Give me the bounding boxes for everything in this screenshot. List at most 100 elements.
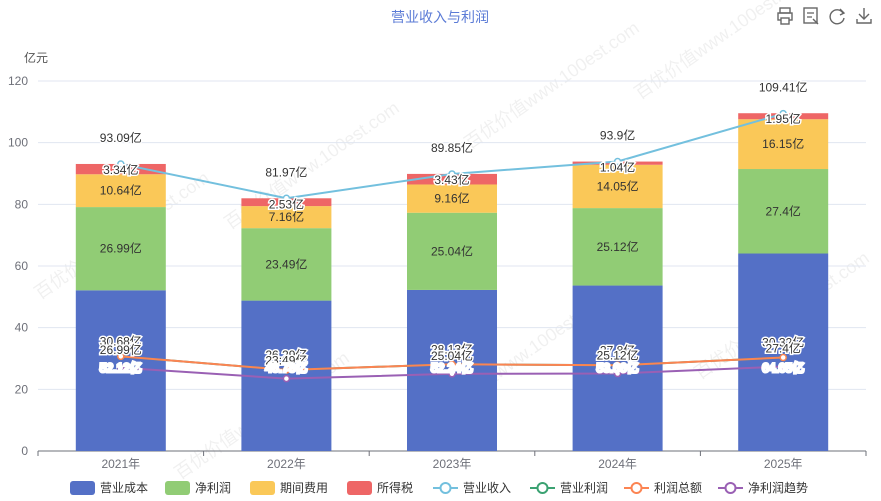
line-label: 23.49亿 <box>265 353 307 368</box>
legend-item[interactable]: 利润总额 <box>624 481 702 495</box>
legend-swatch <box>347 481 372 495</box>
bar-label: 3.43亿 <box>434 171 469 186</box>
y-axis-title: 亿元 <box>24 50 48 65</box>
line-label: 93.09亿 <box>100 130 142 145</box>
bar-label: 9.16亿 <box>434 191 469 206</box>
legend-item[interactable]: 营业成本 <box>70 481 148 495</box>
bar-series <box>75 113 829 451</box>
line-label: 28.13亿 <box>431 341 473 356</box>
x-tick-label: 2022年 <box>267 457 306 471</box>
line-label: 26.29亿 <box>265 347 307 362</box>
series-point <box>779 109 787 118</box>
bar-label: 7.16亿 <box>269 209 304 224</box>
line-label: 3.34亿 <box>103 162 138 177</box>
series-point <box>613 369 622 378</box>
legend: 营业成本 净利润 期间费用 所得税 营业收入 营业利润 利润总额 净利润趋势 <box>70 480 808 495</box>
print-icon[interactable] <box>777 7 793 25</box>
legend-swatch <box>70 481 95 495</box>
y-tick-label: 0 <box>21 444 28 458</box>
line-label: 3.43亿 <box>434 172 469 187</box>
bar-segment <box>738 253 829 451</box>
line-label: 52.24亿 <box>431 360 473 375</box>
series-point <box>448 370 456 378</box>
line-label: 30.32亿 <box>762 335 804 350</box>
line-label: 27.8亿 <box>600 342 635 357</box>
bar-segment <box>407 212 497 290</box>
line-label: 25.12亿 <box>597 348 639 363</box>
data-view-icon[interactable] <box>803 7 819 25</box>
line-label: 1.04亿 <box>600 160 635 175</box>
legend-label: 期间费用 <box>280 481 328 495</box>
bar-segment <box>75 174 166 208</box>
bar-label: 16.15亿 <box>762 136 804 151</box>
bar-label: 25.12亿 <box>597 239 639 254</box>
download-icon[interactable] <box>856 8 872 24</box>
series-point <box>779 353 787 362</box>
legend-label: 营业利润 <box>560 481 608 495</box>
y-tick-label: 120 <box>8 74 28 88</box>
bar-segment <box>241 206 332 229</box>
bar-segment <box>75 163 166 175</box>
series-point <box>117 352 125 361</box>
line-label: 93.9亿 <box>600 127 635 142</box>
x-tick-label: 2023年 <box>433 457 472 471</box>
line-series <box>117 109 787 383</box>
line-label: 64.05亿 <box>762 360 804 375</box>
legend-swatch-point <box>724 482 737 494</box>
bar-label: 14.05亿 <box>597 178 639 193</box>
bar-segment <box>738 169 829 254</box>
series-point <box>282 366 291 374</box>
legend-label: 利润总额 <box>654 481 702 495</box>
legend-swatch <box>250 481 275 495</box>
bar-segment <box>572 164 663 209</box>
series-point <box>117 160 125 168</box>
y-tick-label: 60 <box>15 259 29 273</box>
legend-swatch-point <box>536 482 549 494</box>
bar-label: 10.64亿 <box>100 183 142 198</box>
bar-segment <box>407 184 497 213</box>
line-label: 1.95亿 <box>766 111 801 126</box>
bar-segment <box>241 198 332 207</box>
line-label: 52.12亿 <box>100 360 142 375</box>
bar-label: 23.49亿 <box>265 256 307 271</box>
legend-item[interactable]: 所得税 <box>347 480 413 495</box>
y-axis-ticks: 0 20 40 60 80 100 120 <box>8 74 28 458</box>
line-label: 30.68亿 <box>100 333 142 348</box>
y-tick-label: 80 <box>15 197 29 211</box>
x-tick-label: 2025年 <box>764 457 803 471</box>
legend-label: 营业收入 <box>463 481 511 495</box>
x-axis: 2021年 2022年 2023年 2024年 2025年 <box>37 451 867 471</box>
bar-segment <box>407 173 497 185</box>
legend-item[interactable]: 期间费用 <box>250 481 328 495</box>
legend-item[interactable]: 净利润趋势 <box>718 481 808 495</box>
bar-segment <box>75 207 166 291</box>
legend-item[interactable]: 营业收入 <box>433 481 511 495</box>
series-point <box>448 170 456 178</box>
legend-label: 净利润趋势 <box>748 481 808 495</box>
legend-label: 净利润 <box>195 481 231 495</box>
series-point <box>613 361 622 370</box>
legend-item[interactable]: 净利润 <box>165 481 231 495</box>
series-point <box>282 194 291 203</box>
line-label: 89.85亿 <box>431 140 473 155</box>
legend-label: 所得税 <box>377 480 413 495</box>
series-point <box>448 360 456 369</box>
x-tick-label: 2021年 <box>101 457 140 471</box>
line-label: 48.78亿 <box>265 360 307 375</box>
series-point <box>779 362 787 371</box>
legend-swatch <box>165 481 190 495</box>
line-label: 81.97亿 <box>265 164 307 179</box>
bar-label: 25.04亿 <box>431 243 473 258</box>
bar-segment <box>241 228 332 301</box>
line-label: 26.99亿 <box>100 342 142 357</box>
line-label: 2.53亿 <box>269 196 304 211</box>
legend-label: 营业成本 <box>100 481 148 495</box>
restore-icon[interactable] <box>829 8 846 25</box>
line-label: 109.41亿 <box>759 80 808 95</box>
legend-swatch-point <box>439 482 452 494</box>
line-label: 27.4亿 <box>766 341 801 356</box>
series-point <box>613 157 622 166</box>
legend-item[interactable]: 营业利润 <box>530 481 608 495</box>
